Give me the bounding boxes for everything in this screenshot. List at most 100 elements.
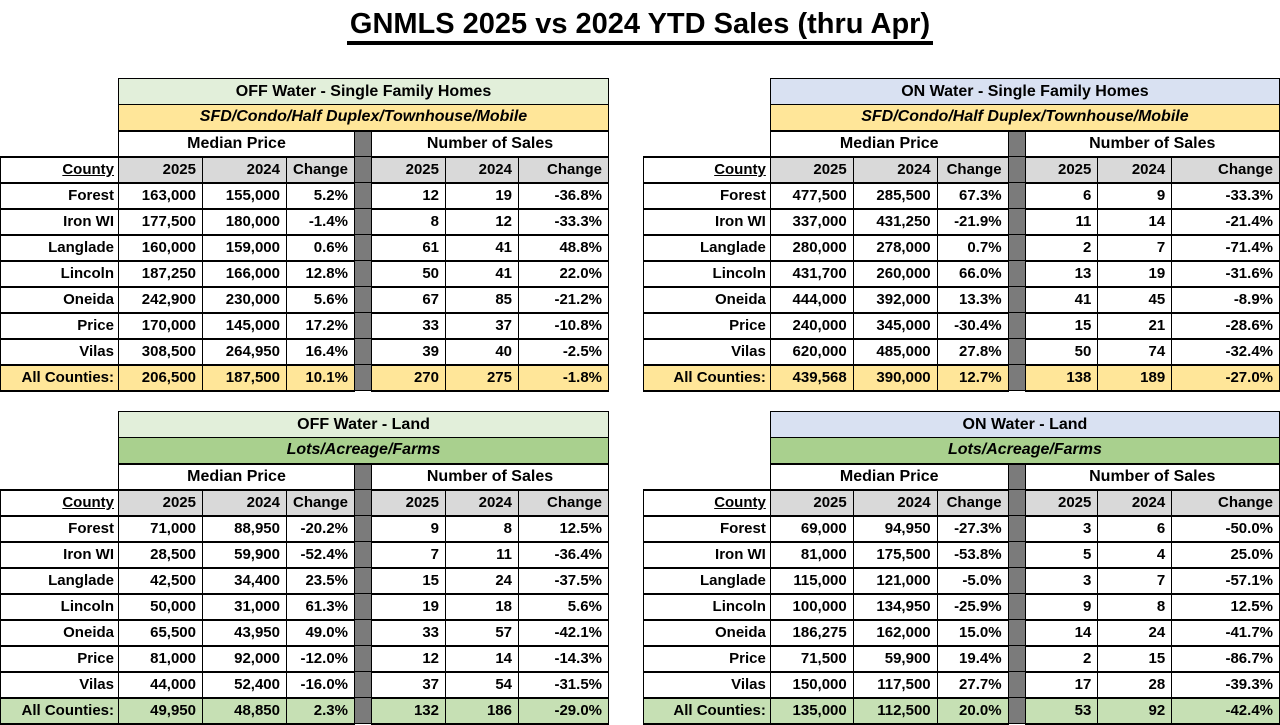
value-cell: 477,500 xyxy=(769,181,854,210)
year-2025-header: 2025 xyxy=(769,155,854,184)
separator-cell xyxy=(1007,208,1026,235)
value-cell: 23.5% xyxy=(286,566,355,595)
value-cell: 138 xyxy=(1024,363,1099,392)
county-header: County xyxy=(643,155,771,184)
value-cell: 240,000 xyxy=(769,311,854,340)
county-cell: Langlade xyxy=(0,233,119,262)
value-cell: 2 xyxy=(1024,644,1099,673)
value-cell: 33 xyxy=(371,618,446,647)
county-cell: Forest xyxy=(0,181,119,210)
table-title: OFF Water - Single Family Homes xyxy=(118,78,609,105)
value-cell: -37.5% xyxy=(518,566,609,595)
value-cell: -52.4% xyxy=(286,540,355,569)
number-of-sales-header: Number of Sales xyxy=(1024,463,1280,491)
value-cell: -53.8% xyxy=(936,540,1009,569)
value-cell: 31,000 xyxy=(202,592,287,621)
total-label-cell: All Counties: xyxy=(643,363,771,392)
value-cell: -5.0% xyxy=(936,566,1009,595)
county-cell: Oneida xyxy=(643,618,771,647)
value-cell: 92 xyxy=(1097,696,1173,725)
value-cell: 65,500 xyxy=(118,618,203,647)
separator-cell xyxy=(1007,515,1026,542)
value-cell: 187,250 xyxy=(118,259,203,288)
separator-cell xyxy=(354,130,372,157)
table-row: Oneida 242,900 230,000 5.6% 67 85 -21.2% xyxy=(0,285,609,314)
value-cell: 6 xyxy=(1097,514,1173,543)
value-cell: -33.3% xyxy=(1171,181,1280,210)
value-cell: -27.3% xyxy=(936,514,1009,543)
value-cell: 20.0% xyxy=(936,696,1009,725)
value-cell: 50 xyxy=(371,259,446,288)
value-cell: 117,500 xyxy=(852,670,938,699)
spacer-cell xyxy=(0,104,119,131)
county-cell: Vilas xyxy=(643,337,771,366)
subtitle-row: SFD/Condo/Half Duplex/Townhouse/Mobile xyxy=(643,104,1280,132)
group-header-row: Median Price Number of Sales xyxy=(643,130,1280,158)
table-row: Vilas 620,000 485,000 27.8% 50 74 -32.4% xyxy=(643,337,1280,366)
separator-cell xyxy=(354,567,372,594)
value-cell: 162,000 xyxy=(852,618,938,647)
value-cell: 5 xyxy=(1024,540,1099,569)
year-2024-header: 2024 xyxy=(445,155,519,184)
value-cell: 59,900 xyxy=(852,644,938,673)
year-2025-header: 2025 xyxy=(118,155,203,184)
separator-cell xyxy=(1007,619,1026,646)
value-cell: 115,000 xyxy=(769,566,854,595)
separator-cell xyxy=(1007,286,1026,313)
value-cell: 206,500 xyxy=(118,363,203,392)
value-cell: 88,950 xyxy=(202,514,287,543)
value-cell: -42.4% xyxy=(1171,696,1280,725)
table-on-water-single-family: ON Water - Single Family Homes SFD/Condo… xyxy=(643,78,1280,392)
change-header: Change xyxy=(936,155,1009,184)
value-cell: 27.8% xyxy=(936,337,1009,366)
year-2024-header: 2024 xyxy=(852,488,938,517)
table-row: Oneida 444,000 392,000 13.3% 41 45 -8.9% xyxy=(643,285,1280,314)
county-cell: Price xyxy=(0,644,119,673)
value-cell: 19 xyxy=(1097,259,1173,288)
value-cell: 34,400 xyxy=(202,566,287,595)
table-row: Langlade 280,000 278,000 0.7% 2 7 -71.4% xyxy=(643,233,1280,262)
value-cell: 15.0% xyxy=(936,618,1009,647)
value-cell: 71,000 xyxy=(118,514,203,543)
title-row: OFF Water - Land xyxy=(0,411,609,438)
group-header-row: Median Price Number of Sales xyxy=(0,463,609,491)
separator-cell xyxy=(1007,312,1026,339)
total-row: All Counties: 439,568 390,000 12.7% 138 189 -2… xyxy=(643,363,1280,392)
separator-cell xyxy=(354,234,372,261)
table-row: Iron WI 28,500 59,900 -52.4% 7 11 -36.4% xyxy=(0,540,609,569)
value-cell: 186 xyxy=(445,696,519,725)
value-cell: 85 xyxy=(445,285,519,314)
value-cell: -57.1% xyxy=(1171,566,1280,595)
separator-cell xyxy=(354,260,372,287)
value-cell: 2 xyxy=(1024,233,1099,262)
value-cell: 41 xyxy=(445,259,519,288)
value-cell: 166,000 xyxy=(202,259,287,288)
county-cell: Oneida xyxy=(0,285,119,314)
value-cell: 155,000 xyxy=(202,181,287,210)
value-cell: -21.9% xyxy=(936,207,1009,236)
table-subtitle: SFD/Condo/Half Duplex/Townhouse/Mobile xyxy=(118,104,609,132)
value-cell: -12.0% xyxy=(286,644,355,673)
year-2024-header: 2024 xyxy=(202,488,287,517)
value-cell: -30.4% xyxy=(936,311,1009,340)
page-title-text: GNMLS 2025 vs 2024 YTD Sales (thru Apr) xyxy=(346,8,934,45)
value-cell: 24 xyxy=(445,566,519,595)
year-2025-header: 2025 xyxy=(1024,155,1099,184)
change-header: Change xyxy=(286,488,355,517)
separator-cell xyxy=(1007,364,1026,391)
value-cell: -36.8% xyxy=(518,181,609,210)
value-cell: 42,500 xyxy=(118,566,203,595)
spacer-cell xyxy=(0,130,119,157)
value-cell: -86.7% xyxy=(1171,644,1280,673)
year-2025-header: 2025 xyxy=(1024,488,1099,517)
value-cell: 337,000 xyxy=(769,207,854,236)
table-title: ON Water - Single Family Homes xyxy=(769,78,1280,105)
value-cell: 67.3% xyxy=(936,181,1009,210)
table-row: Forest 477,500 285,500 67.3% 6 9 -33.3% xyxy=(643,181,1280,210)
median-price-header: Median Price xyxy=(118,463,355,491)
county-cell: Langlade xyxy=(643,233,771,262)
spacer-cell xyxy=(0,78,119,105)
year-2024-header: 2024 xyxy=(202,155,287,184)
value-cell: 5.6% xyxy=(518,592,609,621)
value-cell: 132 xyxy=(371,696,446,725)
